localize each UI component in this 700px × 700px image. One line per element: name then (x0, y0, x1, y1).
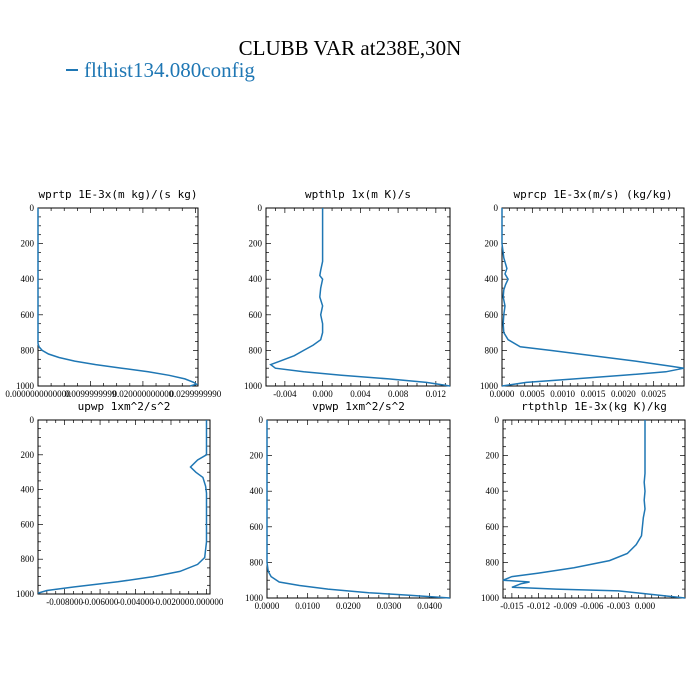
y-tick-label: 400 (21, 274, 35, 284)
legend-line-swatch (66, 69, 78, 72)
x-tick-label: -0.012 (527, 601, 550, 611)
panel-6: rtpthlp 1E-3x(kg K)/kg02004006008001000-… (481, 400, 686, 611)
y-tick-label: 1000 (244, 381, 263, 391)
panel-2: wpthlp 1x(m K)/s 0 200 400 600 800 1000 -0.004 0… (244, 188, 451, 399)
plot-frame (265, 207, 451, 387)
x-tick-label: 0.004 (350, 389, 371, 399)
panel-4: upwp 1xm^2/s^2 0 200 400 600 800 1000 -0.008000… (16, 400, 224, 607)
chart-title: CLUBB VAR at238E,30N (238, 36, 462, 60)
y-tick-label: 200 (486, 451, 500, 461)
series-line (501, 208, 685, 387)
y-tick-label: 800 (485, 345, 499, 355)
y-tick-label: 800 (250, 557, 264, 567)
panel-3: wprcp 1E-3x(m/s) (kg/kg) 0 200 400 600 800 100… (480, 188, 685, 399)
panel-title: wprtp 1E-3x(m kg)/(s kg) (39, 188, 198, 201)
plot-frame (502, 419, 686, 599)
panel-title: rtpthlp 1E-3x(kg K)/kg (521, 400, 667, 413)
x-tick-label: -0.008000 (46, 597, 83, 607)
y-tick-label: 1000 (16, 589, 35, 599)
y-tick-label: 0 (30, 415, 35, 425)
x-tick-label: 0.000 (635, 601, 656, 611)
x-tick-label: 0.0015 (581, 389, 606, 399)
y-tick-label: 0 (259, 415, 264, 425)
y-tick-label: 600 (486, 522, 500, 532)
y-tick-label: 800 (21, 345, 35, 355)
y-tick-label: 400 (486, 486, 500, 496)
panel-title: vpwp 1xm^2/s^2 (312, 400, 405, 413)
x-tick-label: 0.008 (388, 389, 409, 399)
x-tick-label: 0.012 (426, 389, 446, 399)
plot-frame (37, 207, 199, 387)
y-tick-label: 200 (250, 451, 264, 461)
x-tick-label: 0.0005 (520, 389, 545, 399)
series-line (502, 420, 686, 599)
series-line (37, 420, 208, 594)
x-tick-label: 0.020000000000 (113, 389, 174, 399)
x-tick-label: -0.006 (580, 601, 604, 611)
panel-title: wpthlp 1x(m K)/s (305, 188, 411, 201)
x-tick-label: 0.0300 (377, 601, 402, 611)
y-tick-label: 200 (485, 239, 499, 249)
panel-title: upwp 1xm^2/s^2 (78, 400, 171, 413)
x-tick-label: 0.0299999990 (170, 389, 222, 399)
x-tick-label: 0.0025 (641, 389, 666, 399)
y-tick-label: 1000 (245, 593, 264, 603)
legend: flthist134.080config (66, 58, 255, 83)
series-line (37, 208, 199, 387)
y-tick-label: 200 (249, 239, 263, 249)
x-tick-label: -0.006000 (82, 597, 119, 607)
x-tick-label: -0.002000 (153, 597, 190, 607)
x-tick-label: -0.004000 (117, 597, 154, 607)
x-tick-label: -0.003 (607, 601, 631, 611)
y-tick-label: 0 (495, 415, 500, 425)
y-tick-label: 600 (250, 522, 264, 532)
plot-frame (501, 207, 685, 387)
y-tick-label: 400 (249, 274, 263, 284)
y-tick-label: 800 (21, 554, 35, 564)
y-tick-label: 400 (485, 274, 499, 284)
series-line (269, 208, 451, 387)
y-tick-label: 0 (494, 203, 499, 213)
x-tick-label: 0.000 (312, 389, 333, 399)
y-tick-label: 1000 (16, 381, 35, 391)
x-tick-label: 0.0000 (490, 389, 515, 399)
legend-label: flthist134.080config (84, 58, 255, 82)
x-tick-label: 0.0099999999 (65, 389, 117, 399)
x-tick-label: 0.0100 (295, 601, 320, 611)
y-tick-label: 200 (21, 450, 35, 460)
x-tick-label: 0.0000 (255, 601, 280, 611)
x-tick-label: 0.0010 (550, 389, 575, 399)
panel-title: wprcp 1E-3x(m/s) (kg/kg) (514, 188, 673, 201)
y-tick-label: 1000 (480, 381, 499, 391)
y-tick-label: 600 (21, 310, 35, 320)
y-tick-label: 0 (258, 203, 263, 213)
series-line (266, 420, 451, 599)
panel-1: wprtp 1E-3x(m kg)/(s kg) 0 200 400 600 800 100… (5, 188, 221, 399)
y-tick-label: 600 (485, 310, 499, 320)
y-tick-label: 800 (249, 345, 263, 355)
y-tick-label: 400 (250, 486, 264, 496)
x-tick-label: -0.004 (273, 389, 297, 399)
plot-frame (266, 419, 451, 599)
y-tick-label: 200 (21, 239, 35, 249)
y-tick-label: 0 (30, 203, 35, 213)
plot-frame (37, 419, 211, 595)
y-tick-label: 400 (21, 485, 35, 495)
y-tick-label: 600 (249, 310, 263, 320)
x-tick-label: 0.0400 (417, 601, 442, 611)
x-tick-label: 0.0020 (611, 389, 636, 399)
y-tick-label: 800 (486, 557, 500, 567)
x-tick-label: 0.0200 (336, 601, 361, 611)
x-tick-label: 0.000000 (190, 597, 224, 607)
y-tick-label: 600 (21, 519, 35, 529)
x-tick-label: -0.009 (554, 601, 578, 611)
y-tick-label: 1000 (481, 593, 500, 603)
x-tick-label: 0.0000000000000 (5, 389, 71, 399)
x-tick-label: -0.015 (500, 601, 524, 611)
